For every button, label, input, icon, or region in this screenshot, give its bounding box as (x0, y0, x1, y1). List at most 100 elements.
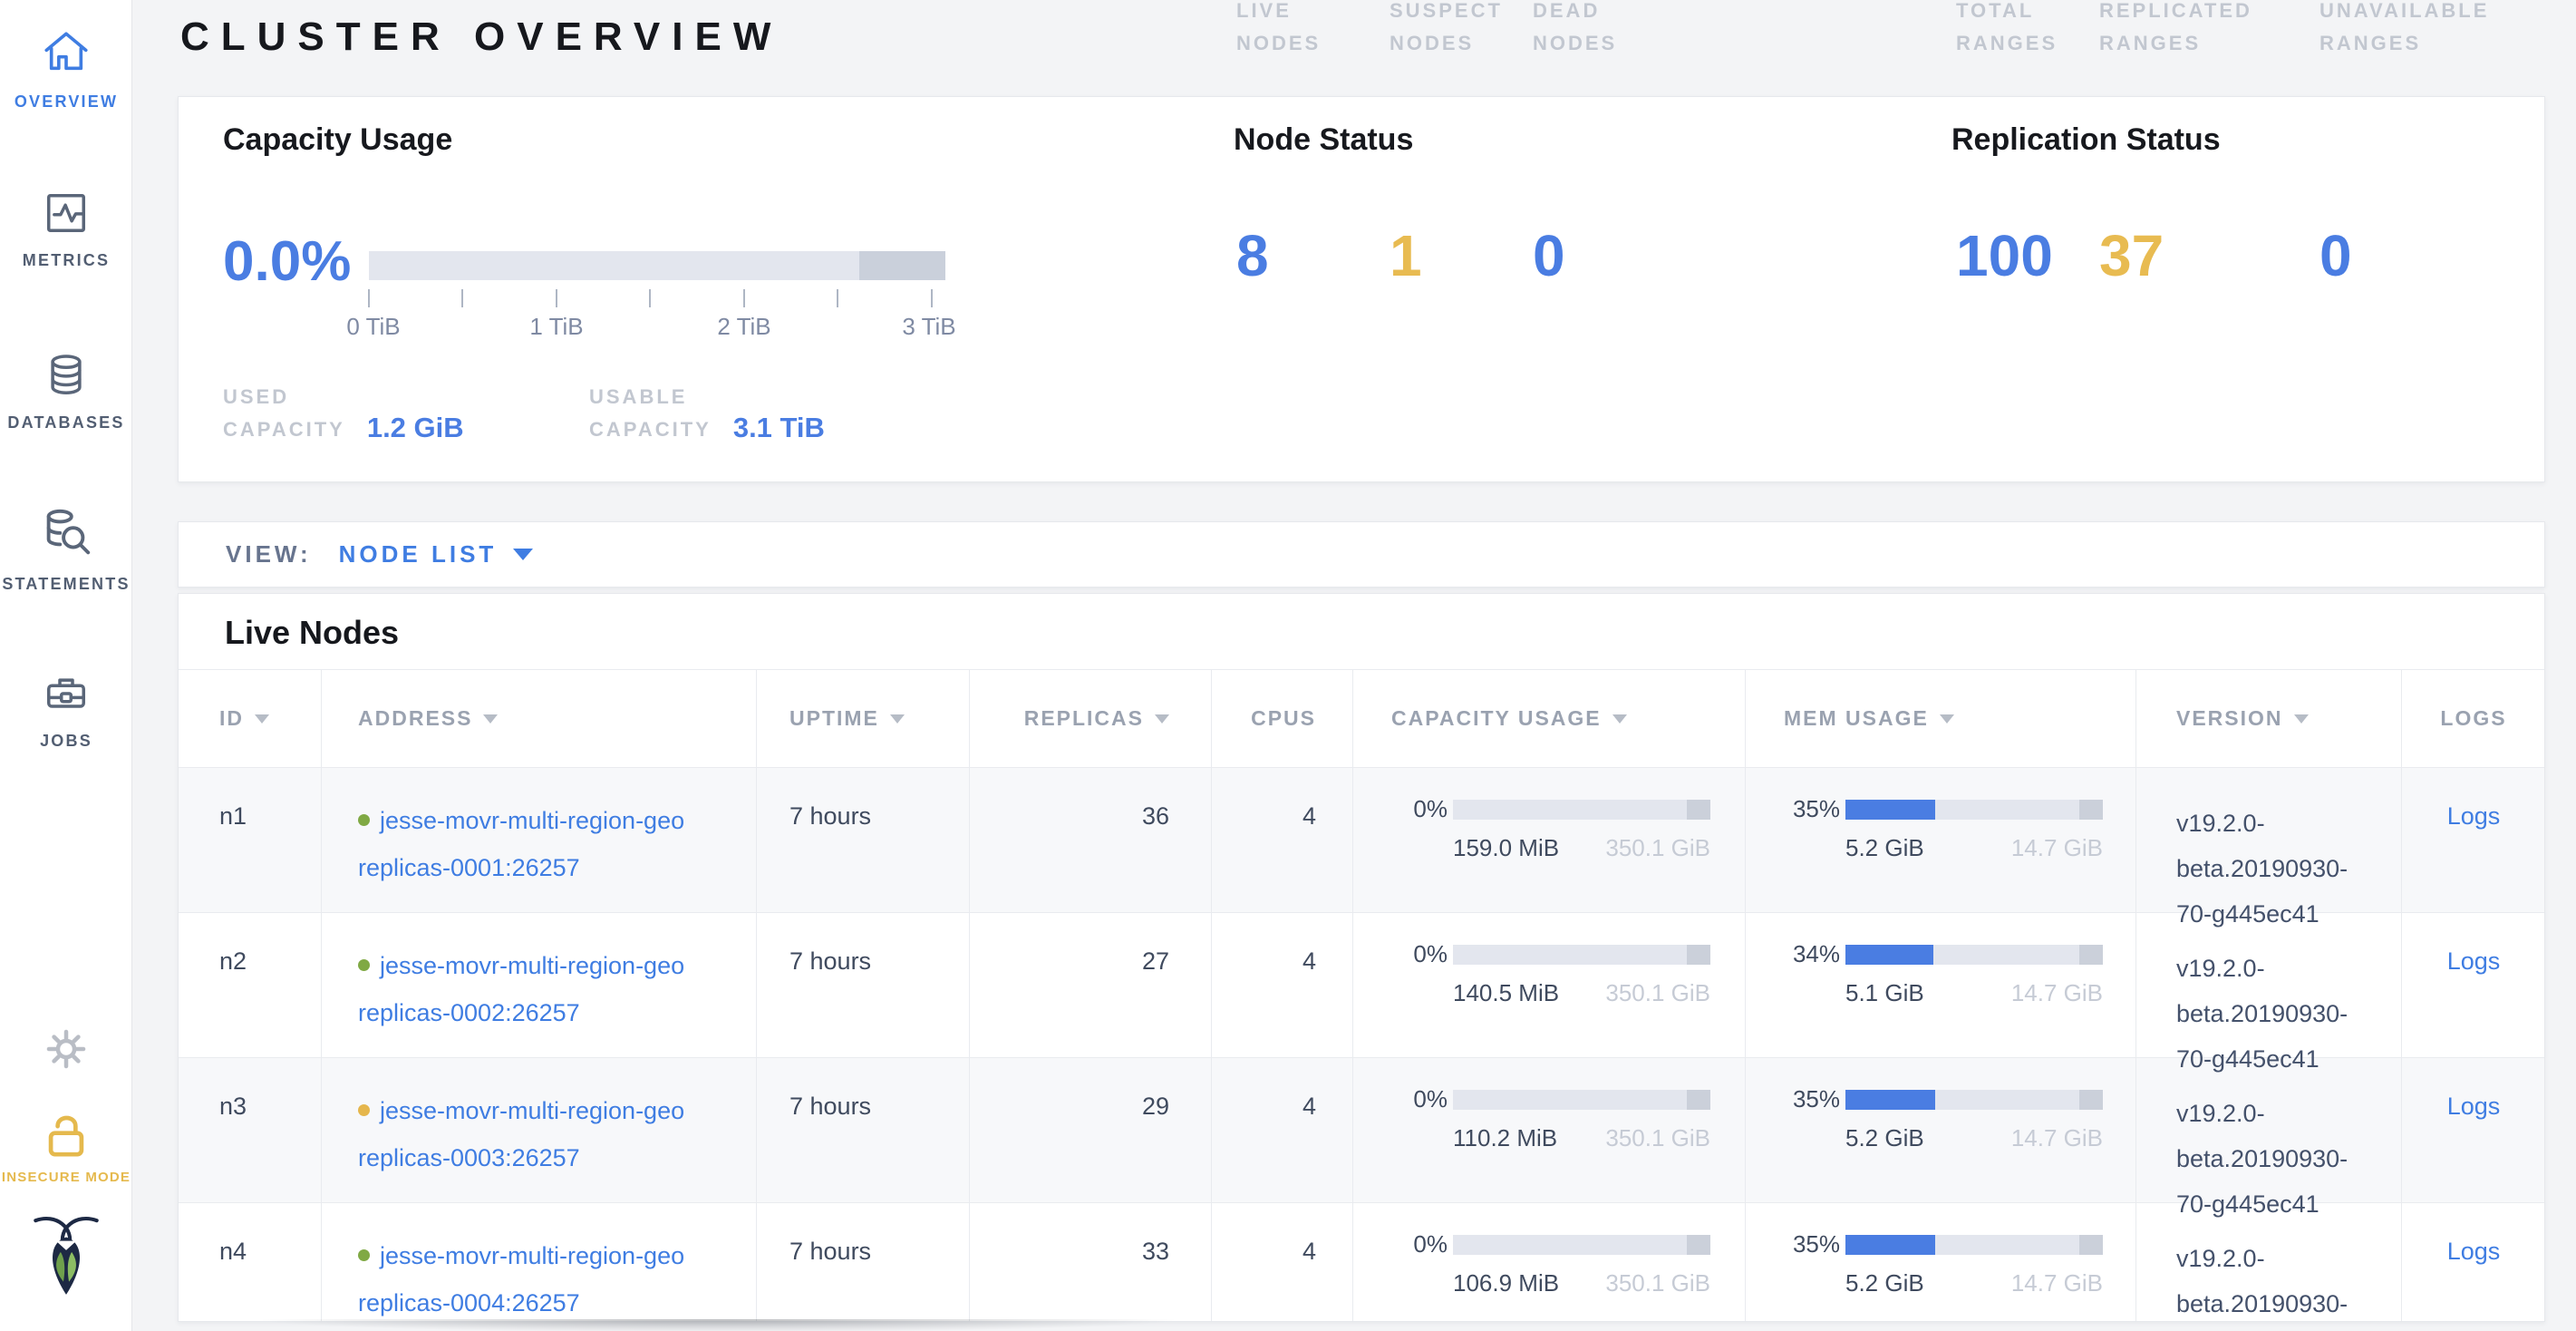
node-replicas: 27 (970, 913, 1212, 1082)
node-address-link[interactable]: jesse-movr-multi-region-geo replicas-0003… (358, 1097, 685, 1171)
capacity-usage-bar (369, 251, 945, 280)
used-capacity-value: 1.2 GiB (366, 412, 464, 443)
capacity-bar (1453, 944, 1710, 965)
axis-tick (931, 289, 933, 307)
logs-link[interactable]: Logs (2446, 947, 2501, 975)
node-cpus: 4 (1212, 1203, 1353, 1321)
insecure-mode-indicator[interactable]: INSECURE MODE (0, 1099, 132, 1185)
sidebar-item-label: OVERVIEW (14, 92, 119, 111)
axis-tick (649, 289, 651, 307)
live-nodes-table: ID ADDRESS UPTIME REPLICAS CPUS CAPACITY… (179, 669, 2544, 1321)
used-capacity: USED CAPACITY 1.2 GiB (223, 381, 464, 446)
node-status-dot (358, 959, 370, 971)
node-id: n2 (179, 913, 322, 1082)
table-row: n1 jesse-movr-multi-region-geo replicas-0… (179, 767, 2544, 937)
sort-desc-icon (1155, 714, 1169, 724)
node-cpus: 4 (1212, 1058, 1353, 1227)
node-mem-usage: 34% 5.1 GiB 14.7 GiB (1746, 913, 2136, 1082)
node-address-link[interactable]: jesse-movr-multi-region-geo replicas-0002… (358, 952, 685, 1026)
insecure-mode-label: INSECURE MODE (1, 1170, 131, 1185)
axis-tick (743, 289, 745, 307)
sidebar-item-databases[interactable]: DATABASES (0, 350, 132, 432)
node-address-link[interactable]: jesse-movr-multi-region-geo replicas-0001… (358, 807, 685, 881)
column-header-mem-usage[interactable]: MEM USAGE (1746, 670, 2136, 767)
node-version: v19.2.0-beta.20190930-70-g445ec41 (2136, 1058, 2402, 1227)
node-id: n1 (179, 768, 322, 937)
column-header-capacity-usage[interactable]: CAPACITY USAGE (1353, 670, 1746, 767)
column-header-version[interactable]: VERSION (2136, 670, 2402, 767)
sidebar-item-label: DATABASES (7, 413, 125, 432)
capacity-bar (1453, 1089, 1710, 1110)
capacity-percent: 0.0% (223, 230, 352, 293)
node-capacity-usage: 0% 140.5 MiB 350.1 GiB (1353, 913, 1746, 1082)
home-icon (0, 27, 132, 80)
mem-bar (1845, 1089, 2103, 1110)
unlocked-padlock-icon (0, 1099, 132, 1159)
used-capacity-label: USED CAPACITY (223, 385, 345, 441)
node-logs-cell: Logs (2402, 913, 2544, 1082)
mem-bar (1845, 1234, 2103, 1255)
axis-tick (461, 289, 463, 307)
chevron-down-icon[interactable] (513, 549, 534, 560)
node-cpus: 4 (1212, 913, 1353, 1082)
column-header-uptime[interactable]: UPTIME (757, 670, 970, 767)
table-row: n3 jesse-movr-multi-region-geo replicas-0… (179, 1057, 2544, 1227)
cockroach-logo[interactable] (0, 1213, 132, 1300)
node-address-cell: jesse-movr-multi-region-geo replicas-0004… (322, 1203, 757, 1321)
replication-status-title: Replication Status (1951, 122, 2221, 157)
sort-desc-icon (1612, 714, 1627, 724)
node-capacity-usage: 0% 159.0 MiB 350.1 GiB (1353, 768, 1746, 937)
node-cpus: 4 (1212, 768, 1353, 937)
table-row: n2 jesse-movr-multi-region-geo replicas-0… (179, 912, 2544, 1082)
sidebar-item-label: JOBS (40, 732, 92, 750)
live-nodes-card: Live Nodes ID ADDRESS UPTIME REPLICAS CP… (178, 593, 2545, 1322)
node-address-cell: jesse-movr-multi-region-geo replicas-0003… (322, 1058, 757, 1227)
view-dropdown[interactable]: NODE LIST (338, 540, 498, 568)
databases-icon (0, 350, 132, 401)
capacity-bar (1453, 799, 1710, 820)
logs-link[interactable]: Logs (2446, 1093, 2501, 1120)
node-version: v19.2.0-beta.20190930-70-g445ec41 (2136, 768, 2402, 937)
logs-link[interactable]: Logs (2446, 1238, 2501, 1265)
node-replicas: 36 (970, 768, 1212, 937)
node-mem-usage: 35% 5.2 GiB 14.7 GiB (1746, 1203, 2136, 1321)
sidebar-item-overview[interactable]: OVERVIEW (0, 27, 132, 112)
axis-tick (556, 289, 557, 307)
node-logs-cell: Logs (2402, 1203, 2544, 1321)
axis-tick-label: 0 TiB (346, 313, 401, 340)
node-id: n3 (179, 1058, 322, 1227)
sidebar-item-metrics[interactable]: METRICS (0, 188, 132, 270)
node-logs-cell: Logs (2402, 1058, 2544, 1227)
node-logs-cell: Logs (2402, 768, 2544, 937)
column-header-address[interactable]: ADDRESS (322, 670, 757, 767)
usable-capacity: USABLE CAPACITY 3.1 TiB (589, 381, 825, 446)
page-title: CLUSTER OVERVIEW (180, 15, 783, 59)
sort-desc-icon (2293, 714, 2309, 724)
logs-link[interactable]: Logs (2446, 802, 2501, 830)
node-mem-usage: 35% 5.2 GiB 14.7 GiB (1746, 1058, 2136, 1227)
node-status-dot (358, 1249, 370, 1261)
node-address-cell: jesse-movr-multi-region-geo replicas-0001… (322, 768, 757, 937)
usable-capacity-value: 3.1 TiB (732, 412, 825, 443)
column-header-replicas[interactable]: REPLICAS (970, 670, 1212, 767)
view-label: VIEW: (226, 540, 312, 568)
metrics-icon (0, 188, 132, 238)
sort-desc-icon (255, 714, 269, 724)
gear-icon (0, 1023, 132, 1075)
jobs-icon (0, 668, 132, 719)
sidebar-item-statements[interactable]: STATEMENTS (0, 506, 132, 594)
axis-tick-label: 3 TiB (902, 313, 956, 340)
settings-button[interactable] (0, 1023, 132, 1075)
capacity-usage-title: Capacity Usage (223, 122, 453, 157)
sidebar-item-jobs[interactable]: JOBS (0, 668, 132, 751)
sort-desc-icon (889, 714, 905, 724)
node-address-link[interactable]: jesse-movr-multi-region-geo replicas-0004… (358, 1242, 685, 1316)
statements-icon (0, 506, 132, 562)
node-version: v19.2.0-beta.20190930-70-g445ec41 (2136, 1203, 2402, 1321)
node-uptime: 7 hours (757, 768, 970, 937)
sort-desc-icon (483, 714, 499, 724)
scroll-shadow (263, 1319, 1459, 1331)
capacity-bar-reserved-segment (859, 251, 945, 280)
column-header-id[interactable]: ID (179, 670, 322, 767)
